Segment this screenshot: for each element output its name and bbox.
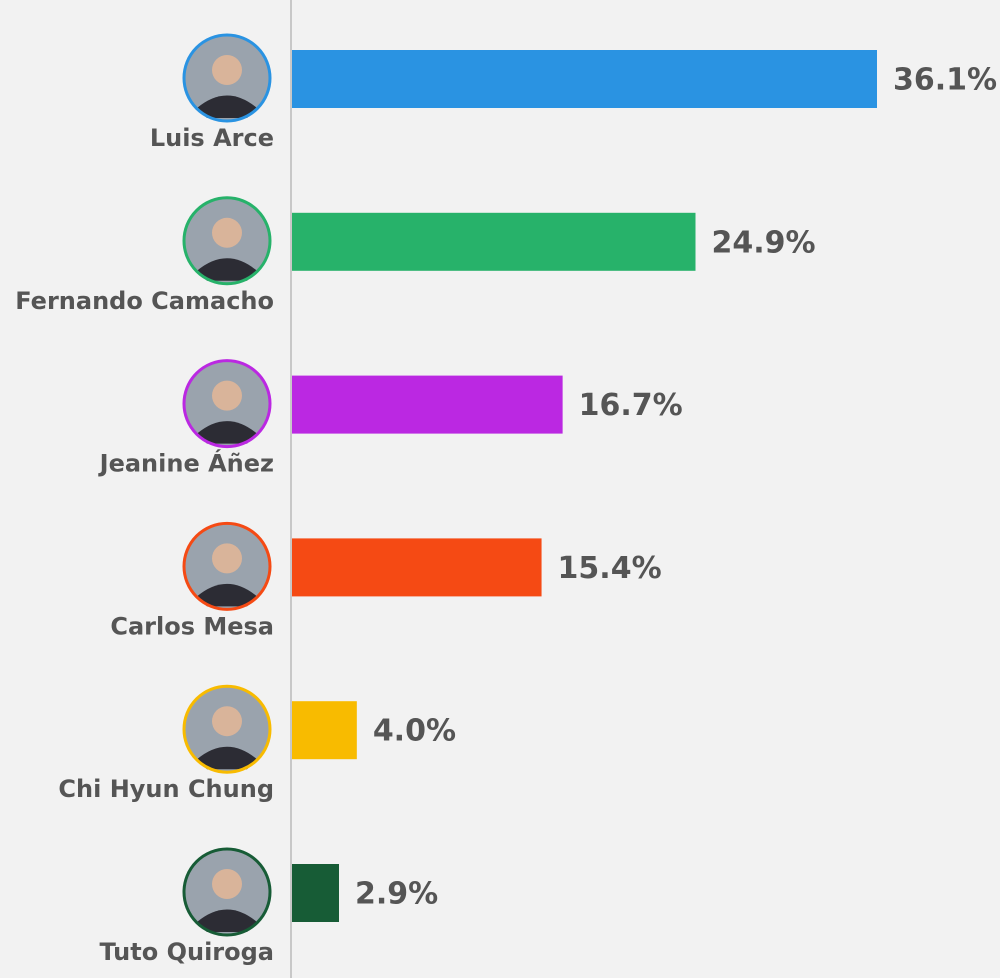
avatar-head — [212, 381, 242, 411]
category-label: Carlos Mesa — [110, 612, 274, 640]
bar — [292, 701, 357, 759]
category-label: Chi Hyun Chung — [58, 775, 274, 803]
value-label: 15.4% — [558, 551, 662, 586]
value-label: 2.9% — [355, 877, 438, 912]
bar — [292, 864, 339, 922]
avatar — [184, 35, 270, 121]
avatar-head — [212, 218, 242, 248]
category-label: Fernando Camacho — [15, 287, 274, 315]
avatar — [184, 849, 270, 935]
bar — [292, 538, 542, 596]
avatar — [184, 686, 270, 772]
value-label: 4.0% — [373, 714, 456, 749]
bar — [292, 213, 696, 271]
bar — [292, 376, 563, 434]
avatar — [184, 523, 270, 609]
value-label: 16.7% — [579, 388, 683, 423]
avatar-head — [212, 869, 242, 899]
avatar — [184, 361, 270, 447]
category-label: Tuto Quiroga — [99, 938, 274, 966]
category-label: Luis Arce — [150, 124, 274, 152]
avatar — [184, 198, 270, 284]
avatar-head — [212, 543, 242, 573]
category-label: Jeanine Áñez — [98, 449, 274, 478]
value-label: 36.1% — [893, 63, 997, 98]
bar — [292, 50, 877, 108]
avatar-head — [212, 706, 242, 736]
value-label: 24.9% — [712, 225, 816, 260]
avatar-head — [212, 55, 242, 85]
chart: 36.1% Luis Arce 24.9% Fernando Camacho 16.7%… — [0, 0, 1000, 978]
